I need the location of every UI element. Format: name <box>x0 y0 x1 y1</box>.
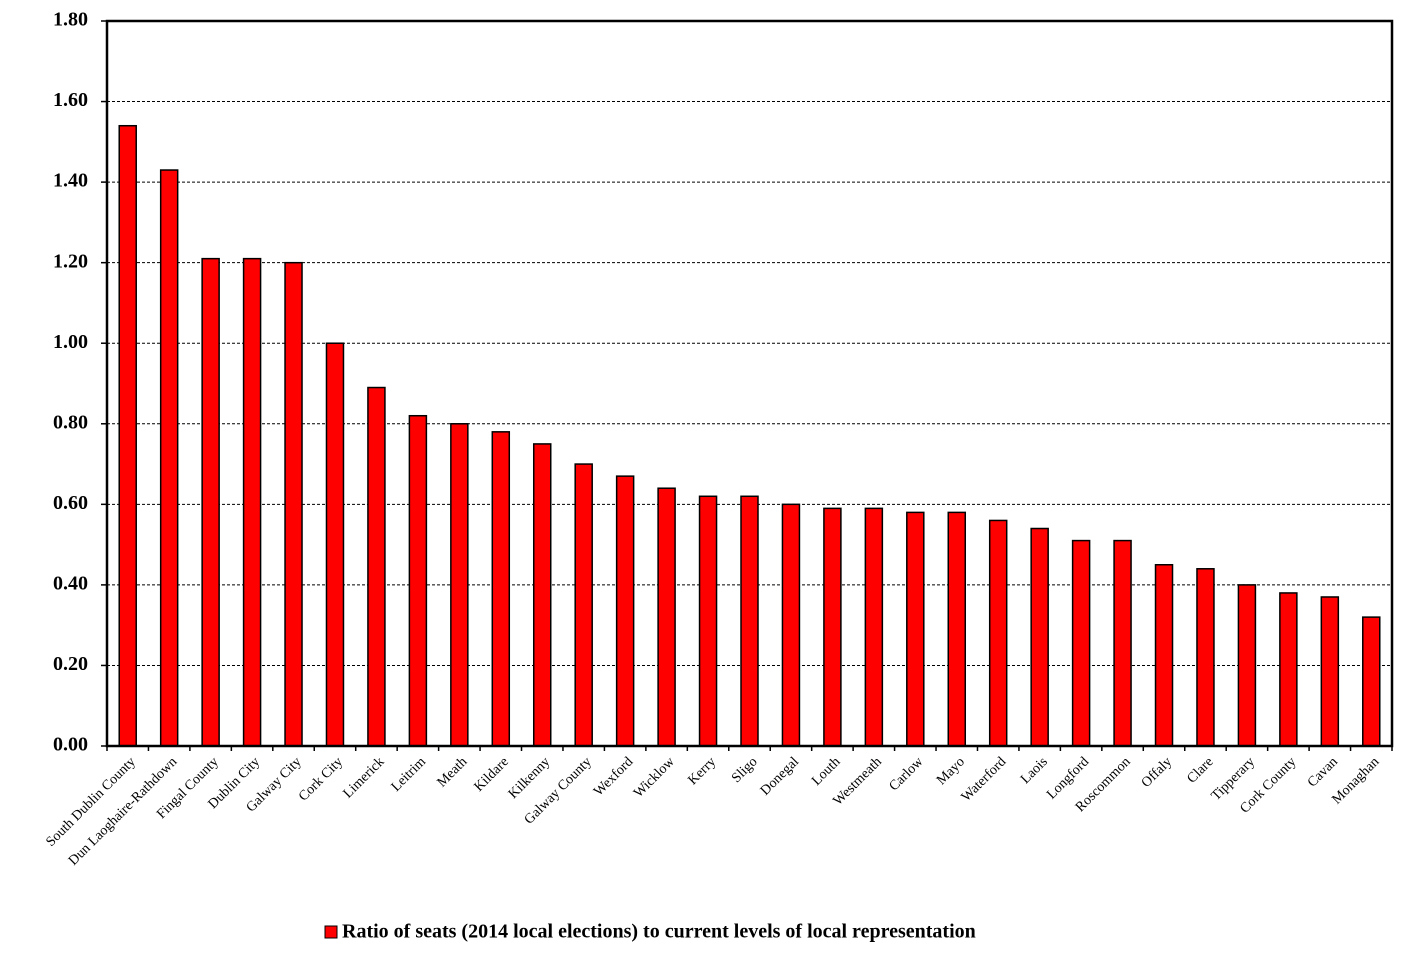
bar <box>906 511 925 747</box>
x-tick-label: Offaly <box>1139 754 1175 790</box>
x-tick-label: Meath <box>435 754 471 790</box>
bar <box>574 463 593 747</box>
x-tick-label: Mayo <box>934 754 968 788</box>
bar <box>284 261 303 747</box>
bar <box>1196 568 1215 747</box>
bar <box>657 487 676 747</box>
y-tick-label: 1.80 <box>53 9 88 31</box>
bar <box>118 124 137 747</box>
x-tick-label: Laois <box>1018 754 1051 787</box>
bar <box>698 495 718 747</box>
x-tick-label: Kerry <box>685 754 719 788</box>
y-tick-label: 0.40 <box>53 572 88 594</box>
x-tick-label: Waterford <box>959 754 1009 804</box>
bar <box>491 431 511 747</box>
bar <box>325 342 345 747</box>
x-tick-label: Cavan <box>1305 754 1341 790</box>
y-tick-label: 0.20 <box>53 653 88 675</box>
x-tick-label: Limerick <box>341 754 388 801</box>
bar <box>615 475 635 747</box>
y-tick-label: 0.80 <box>53 411 88 433</box>
bar <box>1362 616 1381 747</box>
bar <box>450 423 469 747</box>
bar <box>1030 527 1049 747</box>
bar <box>408 414 428 747</box>
y-tick-label: 0.00 <box>53 734 88 756</box>
x-tick-label: Clare <box>1185 754 1217 786</box>
x-tick-label: Donegal <box>758 754 802 798</box>
bar <box>864 507 884 747</box>
bar <box>988 519 1008 747</box>
bar <box>947 511 967 747</box>
bar <box>1237 584 1257 747</box>
y-tick-label: 0.60 <box>53 492 88 514</box>
bar <box>1113 539 1132 747</box>
x-tick-label: Wexford <box>591 754 636 799</box>
y-tick-label: 1.00 <box>53 331 88 353</box>
x-tick-label: Kildare <box>472 754 512 794</box>
y-tick-label: 1.20 <box>53 250 88 272</box>
bar <box>532 443 552 747</box>
legend-label: Ratio of seats (2014 local elections) to… <box>342 921 976 943</box>
y-tick-label: 1.60 <box>53 89 88 111</box>
bar <box>1154 564 1174 747</box>
x-tick-label: Louth <box>809 754 843 788</box>
bar <box>1071 539 1091 747</box>
bar <box>201 257 220 747</box>
bar <box>740 495 759 747</box>
x-tick-label: Sligo <box>729 754 761 786</box>
legend-swatch <box>324 925 338 939</box>
bar <box>242 257 262 747</box>
plot-frame <box>105 19 1394 748</box>
x-tick-label: Leitrim <box>389 754 429 794</box>
x-tick-label: Carlow <box>887 754 927 794</box>
bar <box>1320 596 1340 747</box>
bar <box>1279 592 1298 747</box>
bar <box>823 507 842 747</box>
x-tick-label: Wicklow <box>631 754 678 801</box>
y-tick-label: 1.40 <box>53 170 88 192</box>
bar <box>367 386 386 747</box>
x-tick-label: Cork City <box>296 754 346 804</box>
bar <box>781 503 801 747</box>
bar <box>159 169 179 747</box>
